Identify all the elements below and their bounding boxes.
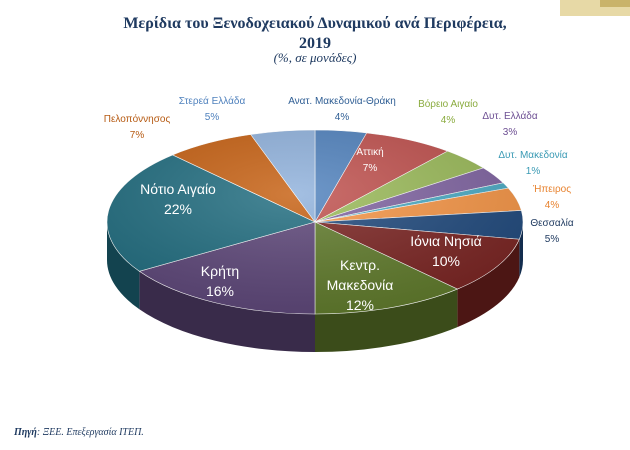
slice-value-label: 7%: [130, 130, 145, 141]
slice-category-label: Μακεδονία: [327, 277, 394, 293]
chart-title: Μερίδια του Ξενοδοχειακού Δυναμικού ανά …: [0, 14, 630, 54]
slice-value-label: 7%: [363, 163, 378, 174]
slice-category-label: Κεντρ.: [340, 257, 380, 273]
source-label: Πηγή: [14, 427, 37, 438]
pie-label-3: Δυτ. Ελλάδα 3%: [482, 110, 538, 138]
slice-value-label: 4%: [545, 200, 560, 211]
slice-value-label: 12%: [346, 297, 374, 313]
pie-label-4: Δυτ. Μακεδονία 1%: [498, 149, 568, 177]
slice-value-label: 4%: [441, 115, 456, 126]
pie-label-9: Κρήτη 16%: [201, 263, 239, 299]
pie-labels: Ανατ. Μακεδονία-Θράκη 4% Αττική 7% Βόρειο Αι…: [104, 95, 574, 313]
slice-value-label: 4%: [335, 112, 350, 123]
slice-value-label: 5%: [205, 112, 220, 123]
slice-value-label: 22%: [164, 201, 192, 217]
slice-category-label: Κρήτη: [201, 263, 239, 279]
pie-label-5: Ήπειρος 4%: [532, 184, 571, 211]
slice-category-label: Νότιο Αιγαίο: [140, 181, 216, 197]
slice-category-label: Βόρειο Αιγαίο: [418, 98, 478, 110]
chart-title-line2: 2019: [299, 35, 331, 52]
pie-label-8: Κεντρ. Μακεδονία 12%: [327, 257, 394, 313]
slice-category-label: Αττική: [356, 146, 383, 158]
chart-subtitle: (%, σε μονάδες): [273, 50, 357, 65]
pie-label-7: Ιόνια Νησιά 10%: [410, 233, 482, 269]
pie-label-12: Στερεά Ελλάδα 5%: [179, 95, 246, 123]
source-text: : ΞΕΕ. Επεξεργασία ΙΤΕΠ.: [36, 427, 144, 438]
slice-value-label: 3%: [503, 127, 518, 138]
header-decoration-accent: [600, 0, 630, 7]
slice-value-label: 16%: [206, 283, 234, 299]
pie-slices: [106, 129, 524, 315]
slice-category-label: Ανατ. Μακεδονία-Θράκη: [288, 95, 396, 107]
pie-label-2: Βόρειο Αιγαίο 4%: [418, 98, 478, 126]
source-note: Πηγή: ΞΕΕ. Επεξεργασία ΙΤΕΠ.: [14, 427, 144, 438]
slice-value-label: 5%: [545, 234, 560, 245]
slice-category-label: Πελοπόννησος: [104, 113, 171, 125]
pie-label-0: Ανατ. Μακεδονία-Θράκη 4%: [288, 95, 396, 123]
pie-label-1: Αττική 7%: [356, 146, 383, 174]
slice-category-label: Ήπειρος: [532, 184, 571, 195]
slice-value-label: 1%: [526, 166, 541, 177]
slice-category-label: Ιόνια Νησιά: [410, 233, 482, 249]
slice-category-label: Δυτ. Ελλάδα: [482, 110, 538, 122]
slice-value-label: 10%: [432, 253, 460, 269]
slice-category-label: Θεσσαλία: [530, 217, 574, 229]
slice-category-label: Δυτ. Μακεδονία: [498, 149, 568, 161]
slice-category-label: Στερεά Ελλάδα: [179, 95, 246, 107]
chart-title-line1: Μερίδια του Ξενοδοχειακού Δυναμικού ανά …: [123, 15, 507, 32]
pie-label-10: Νότιο Αιγαίο 22%: [140, 181, 216, 217]
pie-label-11: Πελοπόννησος 7%: [104, 113, 171, 141]
pie-label-6: Θεσσαλία 5%: [530, 217, 574, 245]
